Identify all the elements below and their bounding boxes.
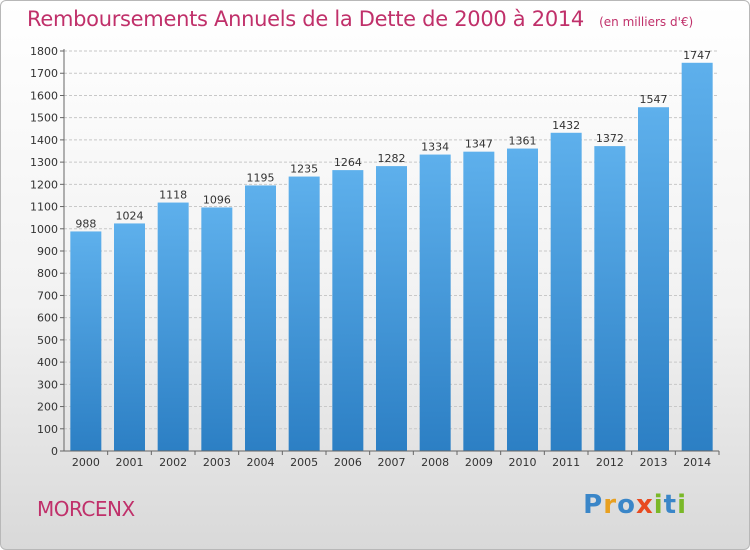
y-tick-label: 1200 <box>30 178 58 191</box>
chart-subtitle: (en milliers d'€) <box>599 15 694 29</box>
y-tick-label: 1100 <box>30 201 58 214</box>
y-tick-label: 1300 <box>30 156 58 169</box>
bar-value-label: 1118 <box>159 189 187 202</box>
logo-letter: x <box>635 490 654 520</box>
bar <box>288 176 320 452</box>
y-tick-label: 1000 <box>30 223 58 236</box>
bars <box>70 62 713 452</box>
bar-value-label: 1372 <box>596 132 624 145</box>
x-tick-label: 2004 <box>247 456 275 469</box>
title-row: Remboursements Annuels de la Dette de 20… <box>27 7 693 31</box>
y-tick-label: 500 <box>37 334 58 347</box>
proxiti-logo: Proxiti <box>583 490 687 520</box>
bar-value-label: 1334 <box>421 141 449 154</box>
bar <box>550 132 582 451</box>
place-name: MORCENX <box>37 497 135 521</box>
bar <box>114 223 145 451</box>
x-tick-label: 2013 <box>640 456 668 469</box>
y-tick-label: 300 <box>37 378 58 391</box>
bar <box>201 207 233 451</box>
y-tick-label: 400 <box>37 356 58 369</box>
y-tick-label: 900 <box>37 245 58 258</box>
x-tick-label: 2012 <box>596 456 624 469</box>
bar <box>70 231 102 451</box>
bar-value-label: 1024 <box>116 209 144 222</box>
bar-value-label: 1547 <box>640 93 668 106</box>
x-tick-label: 2009 <box>465 456 493 469</box>
y-tick-label: 0 <box>51 445 58 458</box>
y-tick-label: 800 <box>37 267 58 280</box>
x-tick-label: 2000 <box>72 456 100 469</box>
x-tick-label: 2008 <box>421 456 449 469</box>
y-tick-label: 600 <box>37 312 58 325</box>
y-tick-label: 1700 <box>30 67 58 80</box>
y-tick-label: 1500 <box>30 112 58 125</box>
bar-value-label: 1432 <box>552 119 580 132</box>
logo-letter: i <box>653 490 664 520</box>
y-tick-label: 1600 <box>30 89 58 102</box>
bar-value-label: 1235 <box>290 163 318 176</box>
y-tick-label: 200 <box>37 401 58 414</box>
x-tick-label: 2006 <box>334 456 362 469</box>
bar <box>638 107 669 451</box>
logo-letter: i <box>677 490 687 520</box>
y-tick-label: 1400 <box>30 134 58 147</box>
x-tick-label: 2002 <box>159 456 187 469</box>
x-tick-label: 2001 <box>116 456 144 469</box>
axes: 0 100 200 300 400 500 600 700 800 900 1000 1100 1200… <box>30 45 720 469</box>
bar-value-label: 1747 <box>683 49 711 62</box>
bar <box>376 166 407 451</box>
bar <box>463 151 495 451</box>
bar-value-label: 1361 <box>509 135 537 148</box>
bar <box>681 62 713 452</box>
chart-title: Remboursements Annuels de la Dette de 20… <box>27 7 584 31</box>
y-tick-label: 700 <box>37 289 58 302</box>
bar-value-label: 1347 <box>465 138 493 151</box>
y-tick-label: 1800 <box>30 45 58 58</box>
bar-value-label: 1282 <box>378 152 406 165</box>
bar <box>507 148 538 452</box>
logo-letter: P <box>583 490 604 520</box>
bar <box>157 202 189 451</box>
bar <box>245 185 276 451</box>
x-tick-label: 2011 <box>552 456 580 469</box>
logo-letter: o <box>617 490 636 520</box>
x-tick-label: 2014 <box>683 456 711 469</box>
x-tick-label: 2007 <box>378 456 406 469</box>
bar-value-label: 1195 <box>247 171 275 184</box>
logo-letter: r <box>603 490 618 520</box>
logo-letter: t <box>663 490 678 520</box>
bar <box>419 154 451 452</box>
x-tick-label: 2005 <box>290 456 318 469</box>
x-tick-label: 2010 <box>509 456 537 469</box>
y-tick-label: 100 <box>37 423 58 436</box>
bar-value-label: 1096 <box>203 193 231 206</box>
x-tick-label: 2003 <box>203 456 231 469</box>
bar-value-label: 988 <box>75 217 96 230</box>
bar-value-label: 1264 <box>334 156 362 169</box>
bar <box>332 170 364 451</box>
bar <box>594 146 626 451</box>
